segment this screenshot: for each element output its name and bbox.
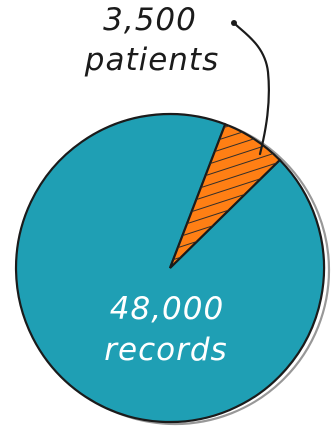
callout-dot [231,20,237,26]
pie-slices [14,112,326,424]
patients-value-label: 3,500 [103,2,197,38]
patients-category-label: patients [84,42,219,78]
callout [231,20,270,156]
records-category-label: records [104,332,227,368]
callout-leader-line [232,21,270,156]
patients-slice-hatching [170,124,280,268]
labels: 3,500 patients 48,000 records [84,2,227,368]
records-value-label: 48,000 [110,291,224,327]
